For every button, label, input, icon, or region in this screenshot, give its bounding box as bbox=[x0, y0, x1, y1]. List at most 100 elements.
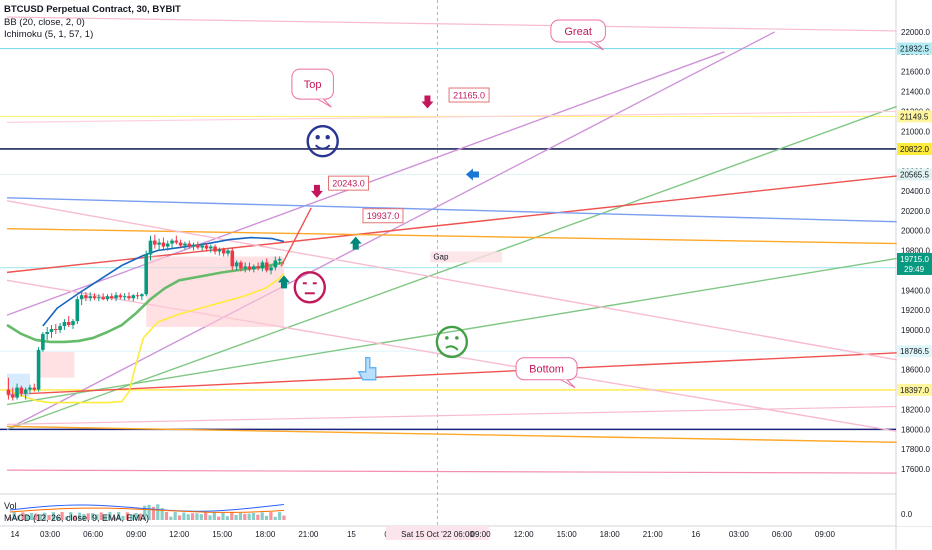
symbol-title[interactable]: BTCUSD Perpetual Contract, 30, BYBIT bbox=[4, 4, 181, 15]
price-tag-box bbox=[897, 42, 932, 55]
volume-bar bbox=[177, 515, 182, 520]
volume-bar bbox=[238, 512, 243, 520]
emoji-eye bbox=[455, 336, 459, 340]
pointer-hand-icon bbox=[357, 357, 377, 381]
volume-bar bbox=[282, 515, 286, 520]
volume-bar bbox=[147, 504, 151, 520]
macd-legend[interactable]: MACD (12, 26, close, 9, EMA, EMA) bbox=[4, 513, 150, 523]
price-tag-box bbox=[897, 345, 932, 358]
candle-body bbox=[36, 349, 41, 390]
candle-body bbox=[32, 387, 37, 390]
volume-bar bbox=[121, 515, 125, 520]
candle-body bbox=[131, 295, 136, 299]
volume-bar bbox=[273, 516, 277, 520]
trend-line bbox=[6, 200, 897, 361]
volume-bar bbox=[243, 513, 247, 520]
trend-line bbox=[6, 352, 897, 396]
volume-bar bbox=[164, 512, 169, 520]
price-tag-label: 20565.5 bbox=[900, 170, 929, 179]
emoji-eye bbox=[325, 135, 330, 140]
candle-body bbox=[153, 240, 157, 245]
volume-bar bbox=[199, 514, 203, 520]
volume-bar bbox=[260, 512, 264, 520]
ichimoku-base-line bbox=[6, 261, 285, 344]
price-tick-label: 19400.0 bbox=[901, 286, 930, 295]
time-tick-label: 09:00 bbox=[126, 530, 147, 539]
candle-body bbox=[230, 250, 235, 267]
emoji-mouth bbox=[445, 345, 459, 351]
candle-body bbox=[15, 387, 19, 398]
candle-body bbox=[140, 294, 144, 297]
callout-tail bbox=[317, 98, 332, 108]
trend-line bbox=[6, 469, 897, 474]
bb-legend[interactable]: BB (20, close, 2, 0) bbox=[4, 16, 85, 28]
vol-legend[interactable]: Vol bbox=[4, 501, 17, 511]
price-note-text: 21165.0 bbox=[453, 91, 485, 101]
volume-bar bbox=[43, 512, 47, 520]
trend-line bbox=[6, 257, 897, 406]
time-tick-label: 14 bbox=[10, 530, 19, 539]
callout-tail bbox=[560, 379, 576, 389]
price-note-box bbox=[328, 175, 370, 191]
candle-body bbox=[23, 389, 28, 394]
candle-body bbox=[191, 244, 196, 247]
candle-body bbox=[269, 267, 273, 271]
price-tick-label: 18600.0 bbox=[901, 366, 930, 375]
arrow-marker bbox=[310, 184, 323, 198]
volume-bar bbox=[234, 514, 238, 520]
price-tick-label: 20000.0 bbox=[901, 227, 930, 236]
volume-bar bbox=[134, 512, 138, 520]
volume-bar bbox=[90, 513, 95, 520]
volume-bar bbox=[169, 516, 173, 520]
candle-body bbox=[122, 296, 127, 298]
candlesticks bbox=[6, 234, 282, 401]
candle-body bbox=[174, 240, 179, 243]
candle-body bbox=[144, 254, 148, 295]
candle-body bbox=[217, 249, 222, 252]
volume-bar bbox=[21, 512, 25, 520]
time-axis: 14 03:00 06:00 09:00 12:00 15:00 18:00 21:00 15 0… bbox=[10, 526, 836, 540]
candle-body bbox=[79, 295, 84, 300]
candle-body bbox=[226, 250, 230, 254]
volume-bar bbox=[173, 512, 177, 520]
volume-bar bbox=[204, 512, 208, 520]
volume-bar bbox=[8, 517, 12, 520]
emoji-face bbox=[306, 125, 339, 158]
candle-body bbox=[28, 387, 32, 390]
price-tag-label: 18786.5 bbox=[900, 347, 929, 356]
volume-bar bbox=[156, 504, 160, 520]
macd-signal-line bbox=[9, 507, 284, 513]
candle-body bbox=[277, 258, 282, 261]
candle-body bbox=[19, 387, 24, 394]
price-tick-label: 20400.0 bbox=[901, 187, 930, 196]
volume-bar bbox=[99, 512, 103, 520]
candle-body bbox=[252, 266, 256, 270]
ichimoku-legend[interactable]: Ichimoku (5, 1, 57, 1) bbox=[4, 29, 94, 40]
volume-bar bbox=[117, 512, 121, 520]
candle-body bbox=[234, 262, 239, 267]
volume-bar bbox=[212, 512, 216, 520]
price-note-box bbox=[448, 87, 490, 103]
time-tick-label: 09:00 bbox=[815, 530, 836, 539]
volume-bar bbox=[247, 513, 251, 520]
candle-body bbox=[62, 322, 67, 327]
time-tick-label: 03:00 bbox=[729, 530, 750, 539]
candle-body bbox=[66, 322, 71, 326]
last-price-box bbox=[897, 252, 932, 275]
price-tick-label: 21000.0 bbox=[901, 127, 930, 136]
volume-bar bbox=[225, 516, 229, 520]
volume-bar bbox=[160, 508, 164, 520]
volume-bar bbox=[30, 513, 34, 520]
emoji-eye bbox=[445, 336, 449, 340]
bb-upper-line bbox=[42, 236, 285, 327]
volume-bar bbox=[264, 515, 269, 520]
candle-body bbox=[204, 245, 209, 249]
time-tick-label: 09:00 bbox=[471, 530, 492, 539]
volume-bar bbox=[256, 514, 260, 520]
oscillator-tick-label: 0.0 bbox=[901, 510, 913, 519]
time-tick-label: Sat 15 Oct '22 06:00 bbox=[401, 530, 474, 539]
callout-bubble bbox=[515, 357, 578, 381]
price-note-box bbox=[362, 208, 404, 224]
price-note-text: 19937.0 bbox=[367, 211, 400, 221]
